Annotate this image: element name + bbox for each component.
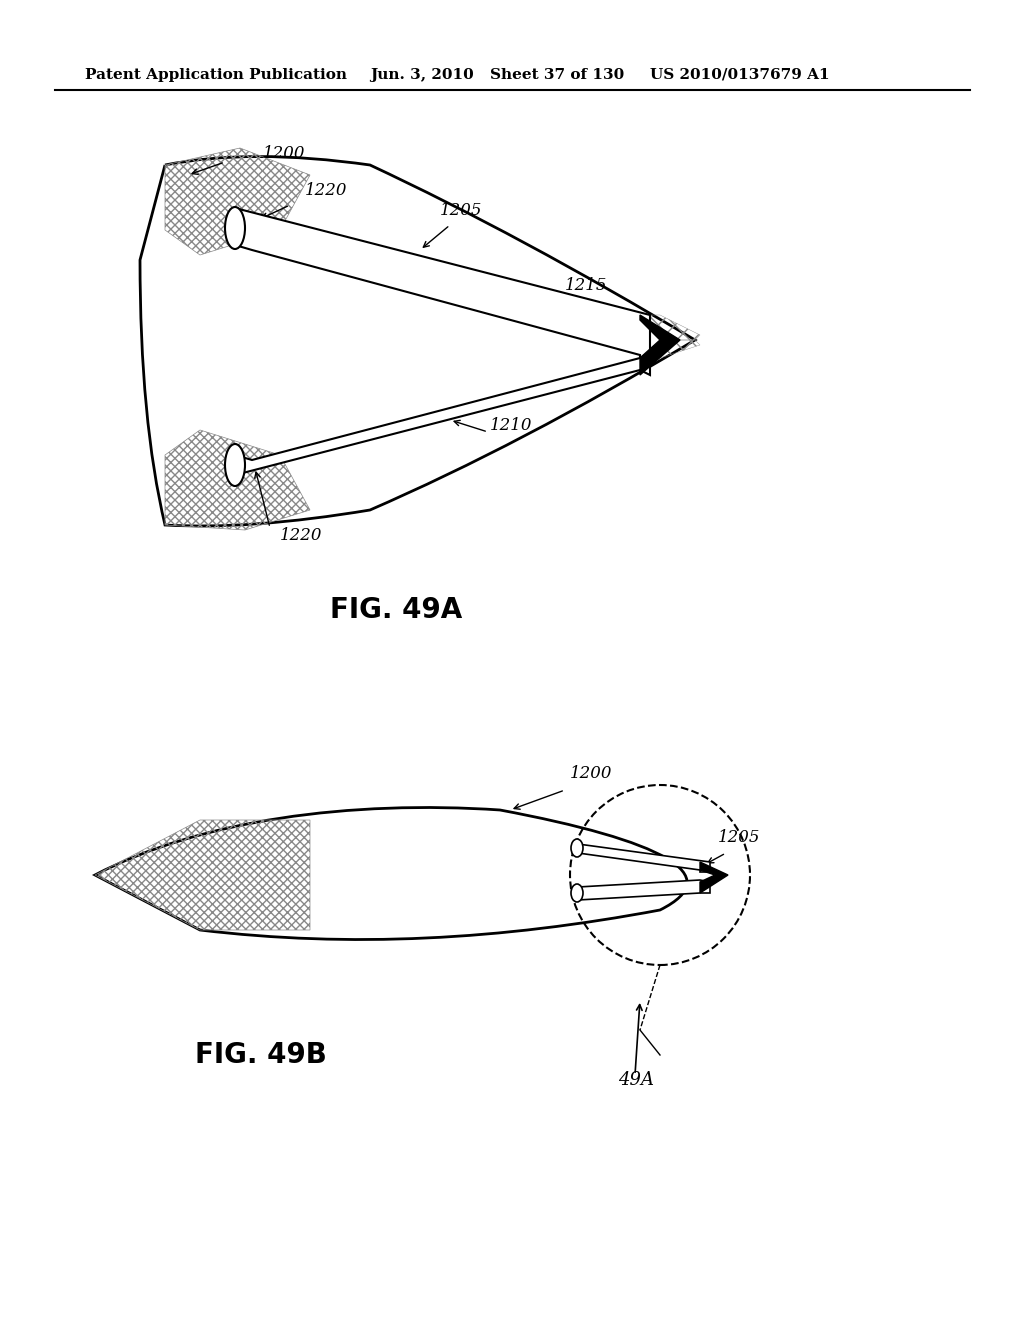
PathPatch shape (578, 843, 710, 873)
Ellipse shape (225, 444, 245, 486)
Text: Patent Application Publication: Patent Application Publication (85, 69, 347, 82)
Ellipse shape (571, 840, 583, 857)
Text: 1215: 1215 (565, 277, 607, 294)
PathPatch shape (95, 808, 687, 940)
Text: FIG. 49B: FIG. 49B (195, 1041, 327, 1069)
Text: 1200: 1200 (263, 145, 305, 162)
Text: US 2010/0137679 A1: US 2010/0137679 A1 (650, 69, 829, 82)
Text: 1220: 1220 (305, 182, 347, 199)
Text: 1220: 1220 (280, 527, 323, 544)
PathPatch shape (700, 862, 728, 894)
PathPatch shape (234, 358, 650, 475)
PathPatch shape (578, 880, 710, 900)
Text: 1205: 1205 (718, 829, 761, 846)
Text: 49A: 49A (618, 1071, 654, 1089)
Text: Jun. 3, 2010: Jun. 3, 2010 (370, 69, 474, 82)
Text: 1205: 1205 (440, 202, 482, 219)
Text: 1210: 1210 (490, 417, 532, 434)
Ellipse shape (571, 884, 583, 902)
Text: Sheet 37 of 130: Sheet 37 of 130 (490, 69, 625, 82)
Text: 1200: 1200 (570, 766, 612, 781)
PathPatch shape (234, 209, 650, 358)
Ellipse shape (225, 207, 245, 249)
Text: FIG. 49A: FIG. 49A (330, 597, 462, 624)
PathPatch shape (140, 157, 695, 525)
PathPatch shape (640, 315, 680, 375)
